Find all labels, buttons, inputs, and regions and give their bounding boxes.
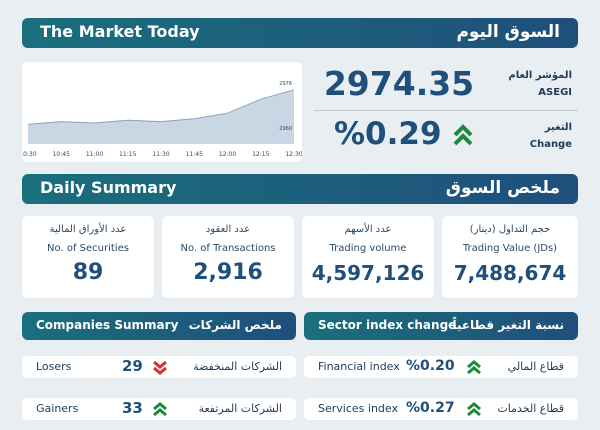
row-label-en: Financial index (318, 360, 400, 373)
chart-area (28, 89, 294, 144)
stat-label-en: No. of Securities (47, 243, 129, 254)
daily-summary-header: Daily Summary ملخص السوق (22, 174, 578, 204)
x-tick-label: 12:15 (252, 151, 269, 158)
stat-label-ar: عدد الأوراق المالية (49, 224, 127, 235)
market-today-title-ar: السوق اليوم (456, 22, 560, 42)
x-tick-label: 11:45 (186, 151, 203, 158)
x-tick-label: 11:15 (119, 151, 136, 158)
y-tick-label: 2976 (279, 81, 292, 87)
up-arrow-icon (467, 360, 481, 375)
market-today-header: The Market Today السوق اليوم (22, 18, 578, 48)
row-label-en: Gainers (36, 402, 79, 415)
index-area-chart: 10:30 10:45 11:00 11:15 11:30 11:45 12:00 12:15… (19, 81, 302, 158)
sector-change-header: Sector index change نسبة التغير قطاعياً (304, 312, 578, 340)
index-panel: 2974.35 المؤشر العام ASEGI %0.29 التغير … (314, 62, 578, 162)
x-tick-label: 10:30 (22, 151, 37, 158)
x-tick-label: 12:30 (285, 151, 302, 158)
stat-label-ar: حجم التداول (دينار) (469, 224, 551, 235)
x-tick-label: 11:00 (86, 151, 103, 158)
companies-title-ar: ملخص الشركات (188, 318, 282, 332)
sector-row-services: Services index %0.27 قطاع الخدمات (304, 398, 578, 420)
sector-title-ar: نسبة التغير قطاعياً (452, 318, 564, 332)
change-value: %0.29 (334, 116, 442, 152)
stat-volume: عدد الأسهم Trading volume 4,597,126 (302, 216, 434, 298)
index-chart-card: 10:30 10:45 11:00 11:15 11:30 11:45 12:00 12:15… (19, 62, 303, 162)
change-label-ar: التغير (544, 122, 572, 133)
sector-row-financial: Financial index %0.20 قطاع المالي (304, 356, 578, 378)
x-tick-label: 12:00 (219, 151, 236, 158)
divider (314, 110, 578, 111)
daily-summary-title-ar: ملخص السوق (445, 178, 560, 198)
stat-value: 2,916 (193, 260, 263, 285)
companies-row-losers: Losers 29 الشركات المنخفضة (22, 356, 296, 378)
down-arrow-icon (153, 360, 167, 375)
chart-line (27, 89, 295, 125)
row-value: %0.27 (406, 400, 455, 416)
stat-value: 4,597,126 (311, 261, 425, 285)
stat-label-en: No. of Transactions (180, 243, 276, 254)
index-value: 2974.35 (323, 64, 475, 103)
change-label-en: Change (529, 139, 572, 150)
stat-value: 89 (72, 260, 104, 285)
index-label-en: ASEGI (538, 87, 572, 98)
row-label-ar: الشركات المنخفضة (193, 360, 282, 373)
row-label-en: Losers (36, 360, 72, 373)
row-label-ar: الشركات المرتفعة (198, 402, 282, 415)
companies-summary-header: Companies Summary ملخص الشركات (22, 312, 296, 340)
x-tick-label: 10:45 (53, 151, 70, 158)
stat-label-ar: عدد العقود (205, 224, 251, 235)
y-tick-label: 2960 (279, 126, 292, 132)
row-value: 33 (122, 399, 143, 417)
up-arrow-icon (453, 124, 473, 146)
row-label-ar: قطاع الخدمات (497, 402, 564, 415)
stat-securities: عدد الأوراق المالية No. of Securities 89 (22, 216, 154, 298)
companies-title-en: Companies Summary (36, 318, 179, 332)
market-today-title-en: The Market Today (40, 22, 200, 41)
x-tick-label: 11:30 (152, 151, 169, 158)
companies-row-gainers: Gainers 33 الشركات المرتفعة (22, 398, 296, 420)
row-label-ar: قطاع المالي (507, 360, 564, 373)
up-arrow-icon (153, 402, 167, 417)
up-arrow-icon (467, 402, 481, 417)
stat-value-jds: حجم التداول (دينار) Trading Value (JDs) … (442, 216, 578, 298)
row-value: 29 (122, 357, 143, 375)
stat-label-en: Trading Value (JDs) (462, 243, 558, 254)
stat-label-ar: عدد الأسهم (344, 224, 392, 235)
daily-summary-title-en: Daily Summary (40, 178, 177, 197)
sector-title-en: Sector index change (318, 318, 457, 332)
stat-value: 7,488,674 (453, 261, 567, 285)
index-label-ar: المؤشر العام (508, 70, 572, 81)
stat-label-en: Trading volume (329, 243, 407, 254)
row-value: %0.20 (406, 358, 455, 374)
stat-transactions: عدد العقود No. of Transactions 2,916 (162, 216, 294, 298)
row-label-en: Services index (318, 402, 398, 415)
